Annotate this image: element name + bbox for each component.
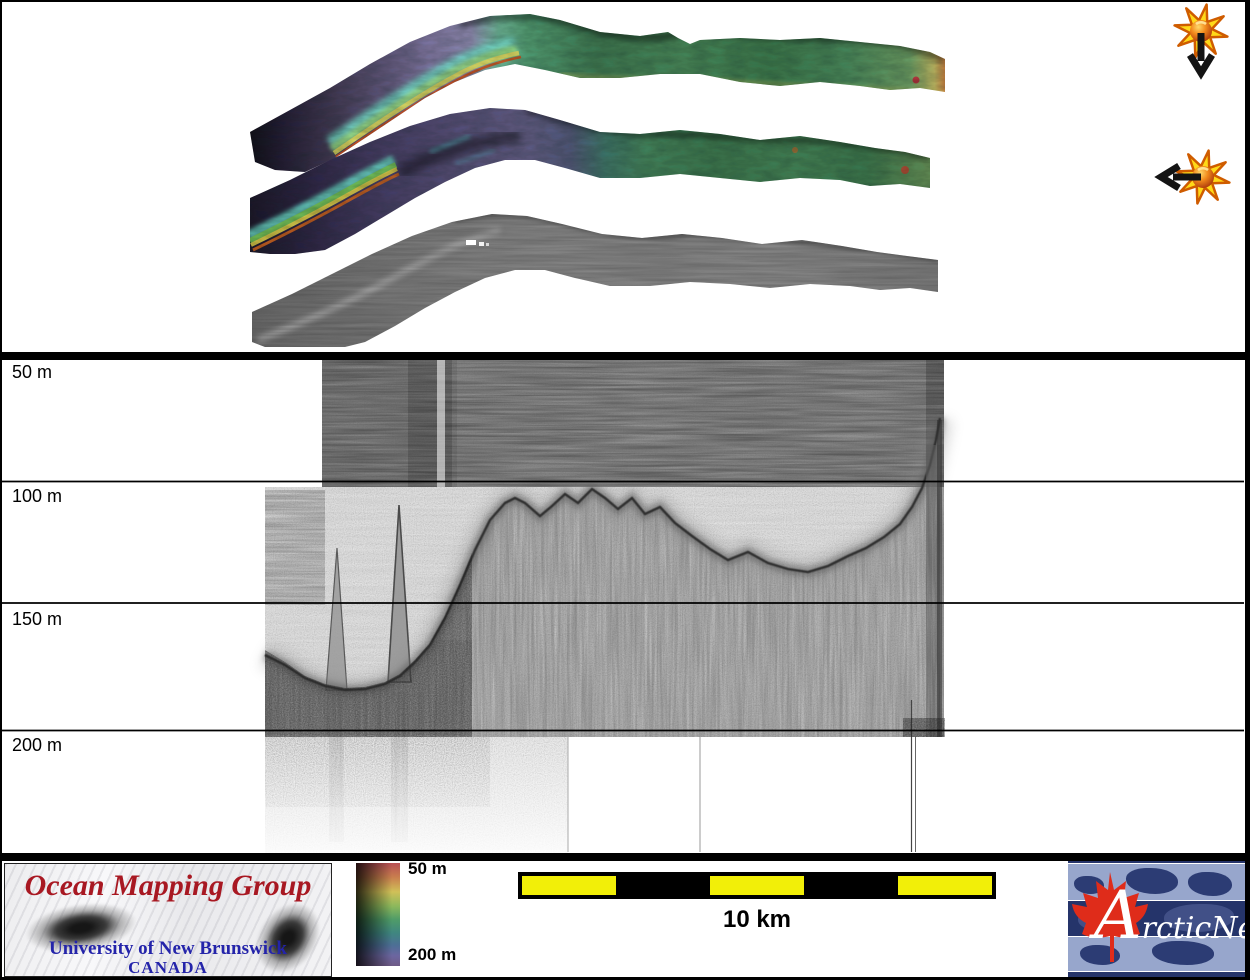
orientation-icons-canvas <box>1154 0 1237 211</box>
depth-label-50m: 50 m <box>12 362 53 382</box>
echogram-lower-fade <box>265 692 568 853</box>
swath-imagery-canvas <box>250 14 945 347</box>
depth-gridlines <box>0 480 1244 732</box>
omg-subtitle: University of New Brunswick <box>48 938 288 959</box>
omg-logo: Ocean Mapping Group University of New Br… <box>4 863 332 977</box>
scale-bar-label: 10 km <box>722 906 792 933</box>
omg-title: Ocean Mapping Group <box>24 869 312 902</box>
scale-bar <box>518 872 996 899</box>
swath3-white-mark <box>466 240 476 245</box>
arcticnet-landmass <box>1164 904 1234 932</box>
scale-bar-segment <box>522 876 616 895</box>
panel-divider-top <box>0 352 1250 360</box>
scale-bar-segment <box>804 876 898 895</box>
arcticnet-wordmark: ArcticNet <box>1094 877 1246 954</box>
depth-label-150m: 150 m <box>12 609 63 629</box>
echogram-right-column <box>926 420 944 737</box>
depth-colorbar <box>356 863 400 966</box>
depth-label-200m: 200 m <box>12 735 63 755</box>
panel-divider-bottom <box>0 853 1250 861</box>
colorbar-top-label: 50 m <box>408 859 447 878</box>
sun-arrow-left-icon <box>1154 143 1237 211</box>
echogram-hairlines <box>567 700 945 852</box>
arcticnet-logo: ArcticNet <box>1068 858 1246 977</box>
scale-bar-segment <box>616 876 710 895</box>
depth-label-100m: 100 m <box>12 486 63 506</box>
maple-leaf-icon <box>1072 872 1148 962</box>
scale-bar-segment <box>710 876 804 895</box>
omg-country: CANADA <box>128 958 208 977</box>
scale-bar-segment <box>898 876 992 895</box>
sun-arrow-down-icon <box>1167 0 1235 80</box>
subbottom-profile-canvas <box>0 360 1244 853</box>
echogram-top-band <box>322 360 944 490</box>
colorbar-bottom-label: 200 m <box>408 945 457 964</box>
